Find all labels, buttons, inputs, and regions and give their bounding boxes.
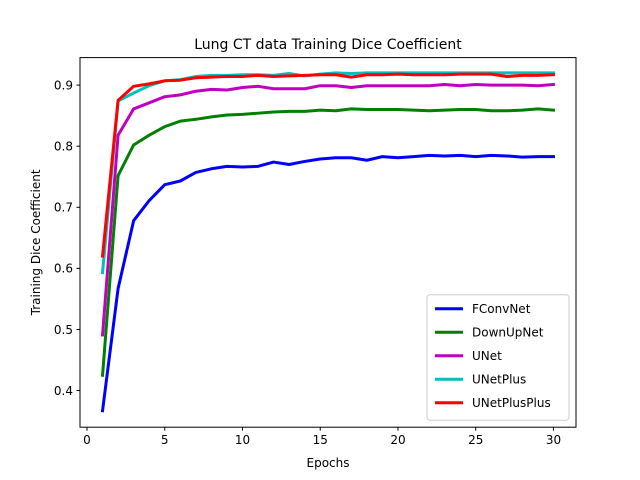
legend-label-unet: UNet — [472, 349, 502, 363]
x-tick-label: 10 — [235, 433, 250, 447]
y-axis-label: Training Dice Coefficient — [29, 169, 43, 316]
y-tick-label: 0.4 — [54, 384, 73, 398]
series-line-fconvnet — [100, 153, 555, 413]
series-line-downupnet — [100, 107, 556, 377]
legend-label-downupnet: DownUpNet — [472, 326, 544, 340]
x-tick-label: 0 — [83, 433, 91, 447]
plot-frame — [79, 57, 577, 428]
series-line-unetplus — [100, 71, 555, 275]
x-tick-label: 15 — [313, 433, 328, 447]
x-axis: 0 5 10 15 20 25 30 — [83, 427, 561, 447]
y-tick-label: 0.9 — [54, 78, 73, 92]
legend: FConvNet DownUpNet UNet UNetPlus UNetPlusPlu… — [426, 294, 570, 421]
series-line-unetplusplus — [100, 72, 556, 258]
x-tick-label: 20 — [390, 433, 405, 447]
legend-box — [426, 294, 570, 421]
x-axis-label: Epochs — [307, 456, 350, 470]
y-tick-label: 0.7 — [54, 201, 73, 215]
y-tick-label: 0.5 — [54, 323, 73, 337]
x-tick-label: 5 — [161, 433, 169, 447]
series-line-unet — [100, 82, 556, 337]
y-axis: 0.4 0.5 0.6 0.7 0.8 0.9 — [54, 78, 80, 398]
y-tick-label: 0.8 — [54, 139, 73, 153]
plot-lines — [100, 71, 556, 413]
x-tick-label: 25 — [468, 433, 483, 447]
legend-label-fconvnet: FConvNet — [472, 302, 531, 316]
legend-label-unetplus: UNetPlus — [472, 373, 526, 387]
legend-label-unetplusplus: UNetPlusPlus — [472, 396, 551, 410]
x-tick-label: 30 — [546, 433, 561, 447]
chart-title: Lung CT data Training Dice Coefficient — [194, 37, 462, 53]
y-tick-label: 0.6 — [54, 262, 73, 276]
